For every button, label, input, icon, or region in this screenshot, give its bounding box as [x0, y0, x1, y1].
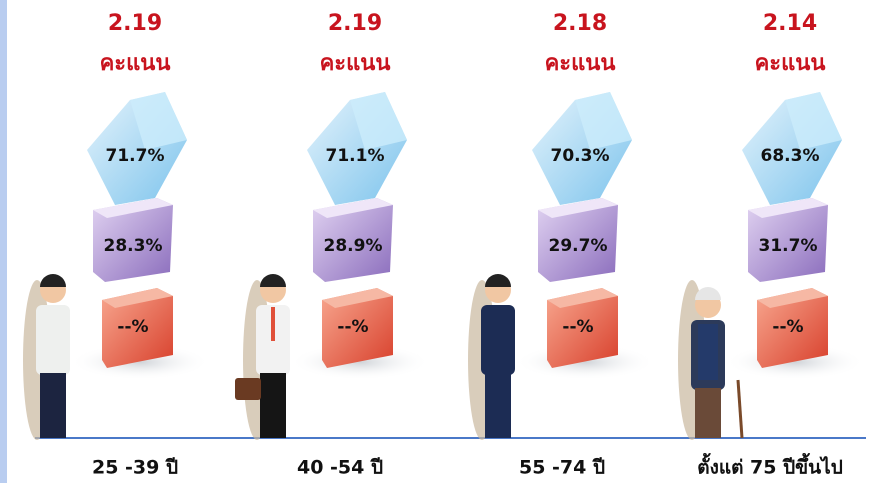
person-figure — [23, 274, 70, 440]
person-torso — [36, 305, 70, 375]
top-percent: 71.1% — [326, 146, 385, 166]
blue-cube-face — [130, 92, 187, 150]
purple-cube — [538, 198, 618, 282]
middle-percent: 28.9% — [324, 236, 383, 256]
red-cube — [757, 288, 828, 368]
person-hair — [260, 274, 286, 287]
left-border — [0, 0, 7, 483]
person-tie — [271, 307, 275, 341]
purple-cube — [93, 198, 173, 282]
red-cube — [102, 288, 173, 368]
blue-cube-face — [785, 92, 842, 150]
bottom-percent: --% — [117, 317, 148, 337]
person-legs — [485, 373, 511, 438]
bottom-percent: --% — [772, 317, 803, 337]
purple-cube-top — [313, 198, 393, 218]
person-hair — [695, 287, 721, 300]
purple-cube-top — [538, 198, 618, 218]
person-figure — [235, 274, 290, 440]
middle-percent: 28.3% — [104, 236, 163, 256]
person-briefcase — [235, 378, 261, 400]
age-label: 25 -39 ปี — [92, 457, 178, 479]
score-unit: คะแนน — [100, 51, 171, 76]
person-legs — [40, 373, 66, 438]
age-label: 40 -54 ปี — [297, 457, 383, 479]
person-cane — [736, 379, 744, 439]
person-figure — [678, 280, 744, 440]
person-figure — [468, 274, 515, 440]
person-legs — [695, 388, 721, 438]
person-hair — [40, 274, 66, 287]
purple-cube-top — [93, 198, 173, 218]
top-percent: 71.7% — [106, 146, 165, 166]
person-vest — [698, 324, 718, 380]
blue-cube-face — [350, 92, 407, 150]
red-cube-top — [102, 288, 173, 308]
score-unit: คะแนน — [320, 51, 391, 76]
person-legs — [260, 373, 286, 438]
person-hair — [485, 274, 511, 287]
red-cube — [547, 288, 618, 368]
top-percent: 70.3% — [551, 146, 610, 166]
score: 2.18 — [553, 11, 607, 36]
middle-percent: 31.7% — [759, 236, 818, 256]
age-label: 55 -74 ปี — [519, 457, 605, 479]
purple-cube-top — [748, 198, 828, 218]
blue-cube-face — [575, 92, 632, 150]
top-percent: 68.3% — [761, 146, 820, 166]
red-cube-top — [757, 288, 828, 308]
score: 2.14 — [763, 11, 817, 36]
score-unit: คะแนน — [755, 51, 826, 76]
purple-cube — [313, 198, 393, 282]
age-label: ตั้งแต่ 75 ปีขึ้นไป — [697, 453, 843, 479]
bottom-percent: --% — [337, 317, 368, 337]
red-cube-top — [547, 288, 618, 308]
red-cube — [322, 288, 393, 368]
person-torso — [481, 305, 515, 375]
bottom-percent: --% — [562, 317, 593, 337]
red-cube-top — [322, 288, 393, 308]
middle-percent: 29.7% — [549, 236, 608, 256]
score: 2.19 — [328, 11, 382, 36]
score: 2.19 — [108, 11, 162, 36]
purple-cube — [748, 198, 828, 282]
score-unit: คะแนน — [545, 51, 616, 76]
